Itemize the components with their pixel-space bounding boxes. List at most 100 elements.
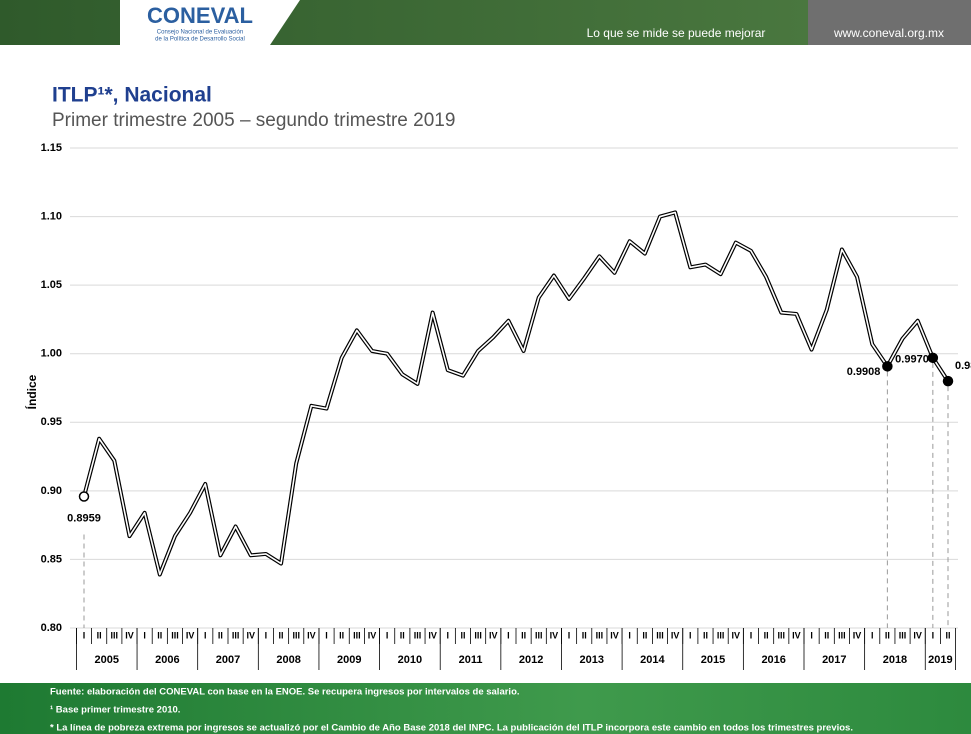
x-tick-label: II: [157, 630, 162, 640]
y-tick-label: 1.00: [41, 348, 62, 360]
logo-box: [120, 0, 300, 45]
x-tick-label: III: [111, 630, 119, 640]
x-tick-label: II: [582, 630, 587, 640]
year-label: 2006: [155, 654, 179, 666]
x-tick-label: I: [386, 630, 389, 640]
x-tick-label: I: [871, 630, 874, 640]
x-tick-label: II: [521, 630, 526, 640]
year-label: 2010: [398, 654, 422, 666]
point-marker: [927, 352, 939, 364]
y-tick-label: 0.80: [41, 622, 62, 634]
x-tick-label: II: [460, 630, 465, 640]
x-tick-label: I: [325, 630, 328, 640]
year-label: 2018: [883, 654, 907, 666]
x-tick-label: II: [824, 630, 829, 640]
x-tick-label: IV: [732, 630, 741, 640]
x-tick-label: II: [218, 630, 223, 640]
data-label: 0.980: [955, 360, 971, 372]
x-tick-label: II: [764, 630, 769, 640]
x-tick-label: III: [717, 630, 725, 640]
footer-note: Fuente: elaboración del CONEVAL con base…: [50, 687, 520, 698]
x-tick-label: I: [689, 630, 692, 640]
x-tick-label: II: [339, 630, 344, 640]
x-tick-label: IV: [550, 630, 559, 640]
x-tick-label: I: [265, 630, 268, 640]
x-tick-label: III: [171, 630, 179, 640]
x-tick-label: III: [596, 630, 604, 640]
url-box: [808, 0, 971, 45]
x-tick-label: II: [97, 630, 102, 640]
point-marker: [882, 361, 893, 372]
x-tick-label: III: [232, 630, 240, 640]
year-label: 2007: [216, 654, 240, 666]
x-tick-label: III: [474, 630, 482, 640]
x-tick-label: II: [279, 630, 284, 640]
slogan: Lo que se mide se puede mejorar: [587, 26, 766, 40]
x-tick-label: III: [778, 630, 786, 640]
logo-subtitle: de la Política de Desarrollo Social: [155, 37, 245, 43]
url: www.coneval.org.mx: [833, 26, 944, 40]
x-tick-label: I: [143, 630, 146, 640]
x-tick-label: IV: [671, 630, 680, 640]
year-label: 2016: [761, 654, 785, 666]
x-tick-label: IV: [368, 630, 377, 640]
x-tick-label: IV: [489, 630, 498, 640]
x-tick-label: I: [83, 630, 86, 640]
x-tick-label: I: [810, 630, 813, 640]
x-tick-label: I: [204, 630, 207, 640]
year-label: 2013: [580, 654, 604, 666]
footer-bar: [0, 683, 971, 734]
x-tick-label: III: [353, 630, 361, 640]
data-label: 0.9908: [847, 366, 881, 378]
logo: CONEVAL: [147, 3, 253, 28]
x-tick-label: I: [447, 630, 450, 640]
y-tick-label: 0.95: [41, 416, 62, 428]
x-tick-label: II: [945, 630, 950, 640]
x-tick-label: IV: [186, 630, 195, 640]
x-tick-label: III: [535, 630, 543, 640]
year-label: 2008: [276, 654, 300, 666]
x-tick-label: IV: [307, 630, 316, 640]
year-label: 2015: [701, 654, 725, 666]
year-label: 2019: [928, 654, 952, 666]
series-line: [83, 211, 949, 576]
y-tick-label: 1.15: [41, 142, 62, 154]
footer-note: ¹ Base primer trimestre 2010.: [50, 705, 180, 716]
y-tick-label: 0.90: [41, 485, 62, 497]
point-marker: [942, 375, 954, 387]
x-tick-label: I: [750, 630, 753, 640]
x-tick-label: IV: [125, 630, 134, 640]
x-tick-label: III: [899, 630, 907, 640]
chart-subtitle: Primer trimestre 2005 – segundo trimestr…: [52, 110, 455, 131]
point-marker: [78, 491, 90, 502]
x-tick-label: III: [414, 630, 422, 640]
chart-title: ITLP¹*, Nacional: [52, 84, 212, 107]
y-tick-label: 1.10: [41, 210, 62, 222]
x-tick-label: II: [703, 630, 708, 640]
x-tick-label: III: [838, 630, 846, 640]
logo-subtitle: Consejo Nacional de Evaluación: [157, 30, 243, 36]
x-tick-label: I: [628, 630, 631, 640]
x-tick-label: II: [400, 630, 405, 640]
y-tick-label: 0.85: [41, 553, 62, 565]
y-axis-label: Índice: [24, 374, 39, 409]
x-tick-label: II: [885, 630, 890, 640]
x-tick-label: IV: [792, 630, 801, 640]
x-tick-label: I: [932, 630, 935, 640]
x-tick-label: IV: [610, 630, 619, 640]
y-tick-label: 1.05: [41, 279, 62, 291]
x-tick-label: II: [642, 630, 647, 640]
x-tick-label: IV: [913, 630, 922, 640]
year-label: 2014: [640, 654, 665, 666]
footer-note: * La línea de pobreza extrema por ingres…: [50, 723, 853, 734]
year-label: 2011: [459, 654, 483, 666]
year-label: 2009: [337, 654, 361, 666]
year-label: 2005: [94, 654, 118, 666]
data-label: 0.9970: [895, 354, 929, 366]
year-label: 2012: [519, 654, 543, 666]
x-tick-label: III: [656, 630, 664, 640]
x-tick-label: I: [507, 630, 510, 640]
data-label: 0.8959: [67, 512, 101, 524]
